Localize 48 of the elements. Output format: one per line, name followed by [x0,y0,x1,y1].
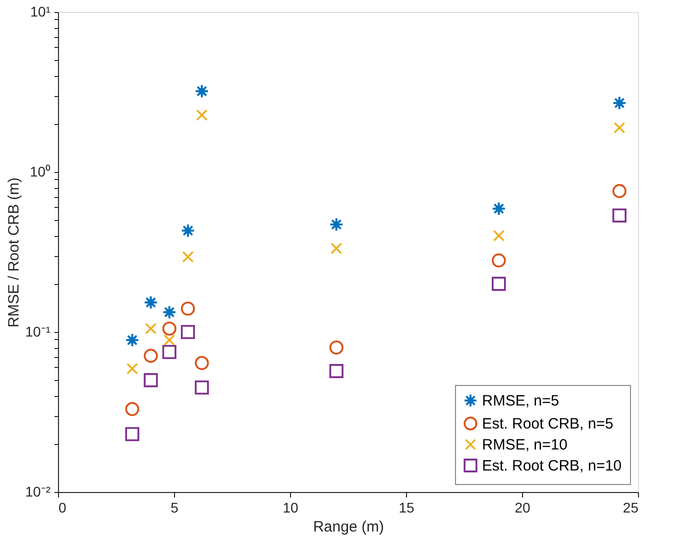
point [329,217,344,232]
x-tick-label: 25 [622,500,639,516]
point [492,276,506,291]
y-tick-label: 10⁻¹ [25,324,51,340]
point [144,348,158,363]
point [330,242,342,254]
point [164,334,176,346]
point [492,202,506,216]
point [329,364,344,378]
point [612,96,626,110]
point [180,302,195,316]
point [194,356,209,370]
point [196,109,208,121]
point [126,362,138,374]
legend-label: Est. Root CRB, n=10 [482,458,622,474]
point [125,427,140,442]
point [492,253,506,268]
legend-label: Est. Root CRB, n=5 [482,416,614,432]
point [145,322,157,334]
point [125,402,140,416]
point [329,340,344,355]
x-tick-label: 15 [398,500,414,516]
y-tick-label: 10⁰ [30,164,50,180]
point [194,380,209,395]
point [182,251,194,263]
point [144,373,158,388]
point [612,184,626,198]
point [125,333,140,348]
point [162,305,176,320]
point [612,208,626,222]
x-tick-label: 0 [58,500,66,516]
point [194,84,209,98]
x-axis-title: Range (m) [313,518,384,536]
point [162,322,176,336]
y-axis-title: RMSE / Root CRB (m) [5,177,22,328]
point [180,324,195,340]
y-tick-label: 10⁻² [25,484,51,500]
point [162,344,176,360]
y-tick-label: 10¹ [30,4,51,20]
legend-label: RMSE, n=5 [482,392,560,410]
point [614,122,626,134]
point [180,224,195,238]
point [144,295,158,310]
point [493,230,505,242]
x-tick-label: 5 [170,500,179,516]
x-tick-label: 20 [514,500,530,516]
x-tick-label: 10 [282,500,298,516]
legend-label: RMSE, n=10 [482,436,568,454]
